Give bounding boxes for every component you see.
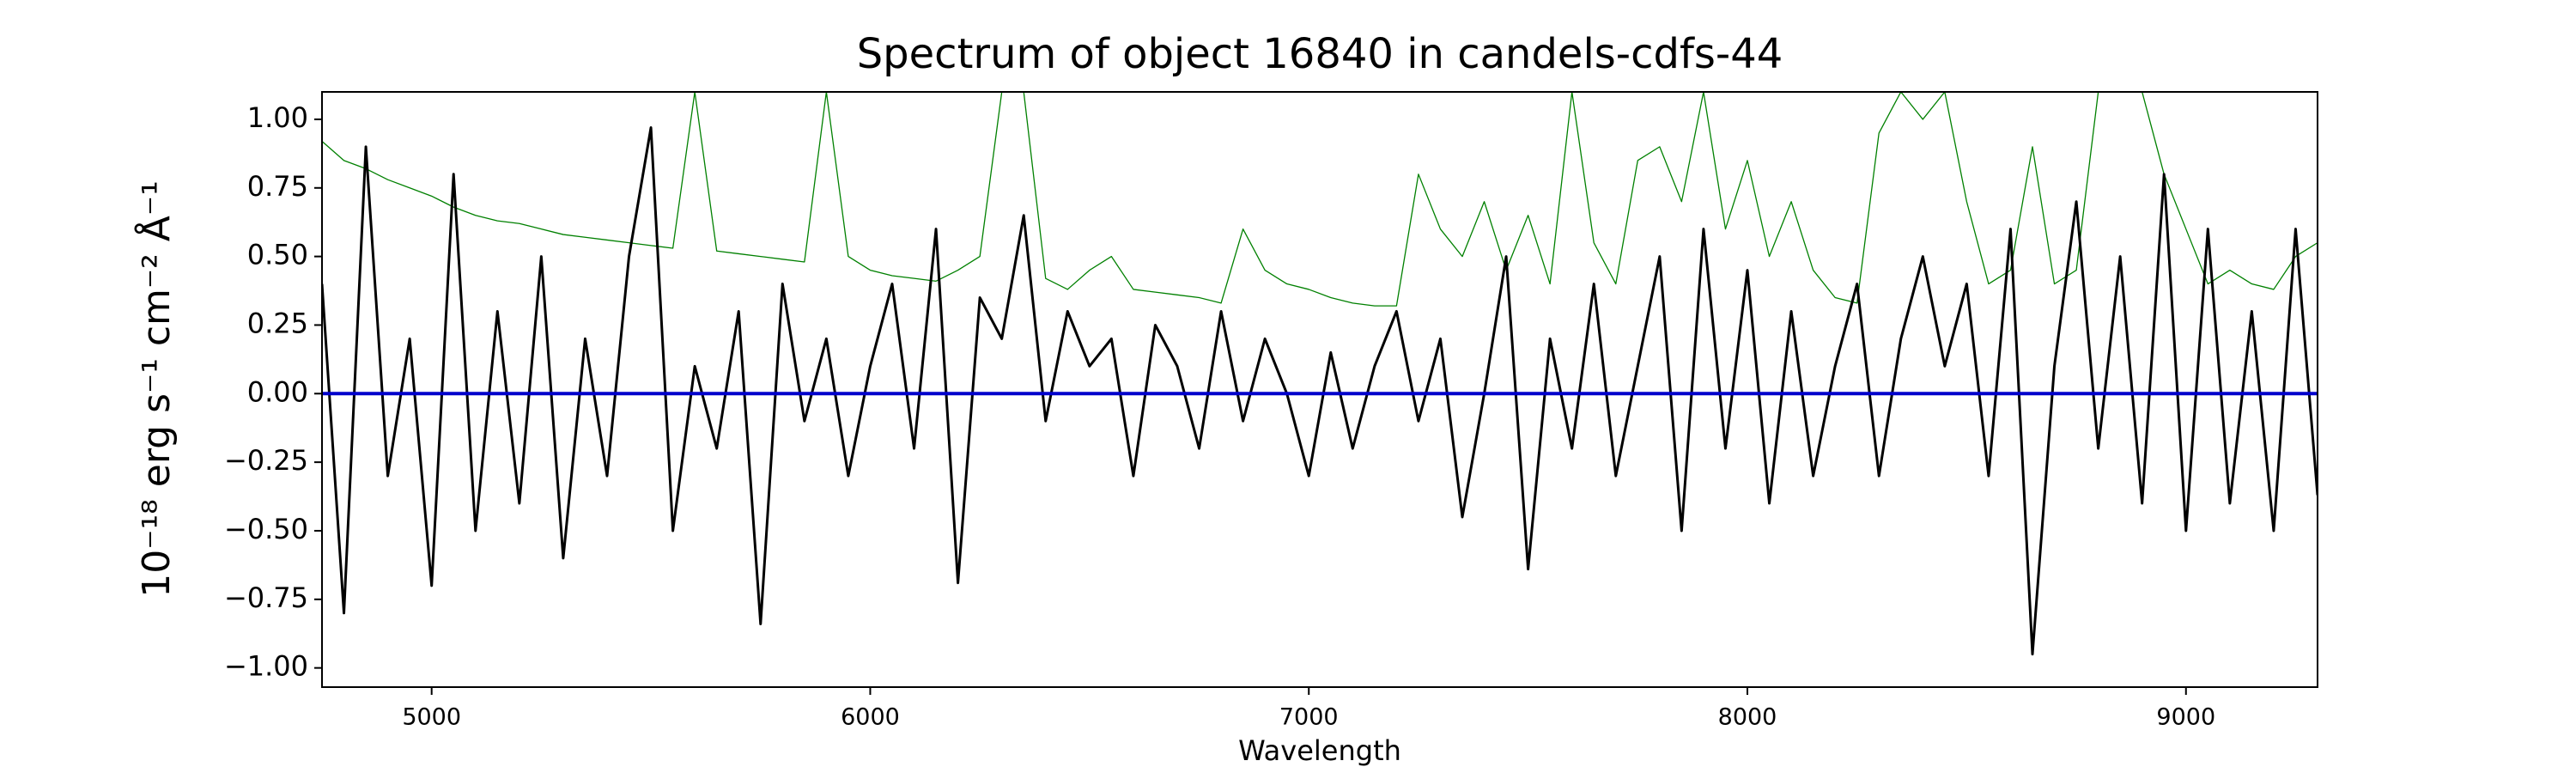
x-tick-label: 7000 [1279, 704, 1339, 731]
plot-area [322, 92, 2318, 656]
y-tick-label: −1.00 [224, 650, 308, 683]
series-line [322, 126, 2318, 656]
series-line [322, 92, 2318, 307]
y-tick-label: 0.00 [247, 375, 308, 408]
y-tick-label: 0.75 [247, 170, 308, 203]
y-tick-label: 0.25 [247, 307, 308, 339]
y-tick-label: −0.50 [224, 513, 308, 545]
y-tick-label: −0.75 [224, 581, 308, 614]
x-tick-label: 8000 [1718, 704, 1777, 731]
plot-frame [321, 91, 2318, 688]
y-tick-label: −0.25 [224, 444, 308, 477]
x-tick-label: 9000 [2156, 704, 2215, 731]
x-tick-label: 6000 [841, 704, 900, 731]
chart-title: Spectrum of object 16840 in candels-cdfs… [857, 30, 1783, 78]
y-tick-label: 0.50 [247, 239, 308, 271]
y-axis-label: 10⁻¹⁸ erg s⁻¹ cm⁻² Å⁻¹ [133, 180, 179, 597]
x-tick-label: 5000 [402, 704, 461, 731]
x-axis-label: Wavelength [1238, 734, 1401, 767]
y-tick-label: 1.00 [247, 101, 308, 134]
